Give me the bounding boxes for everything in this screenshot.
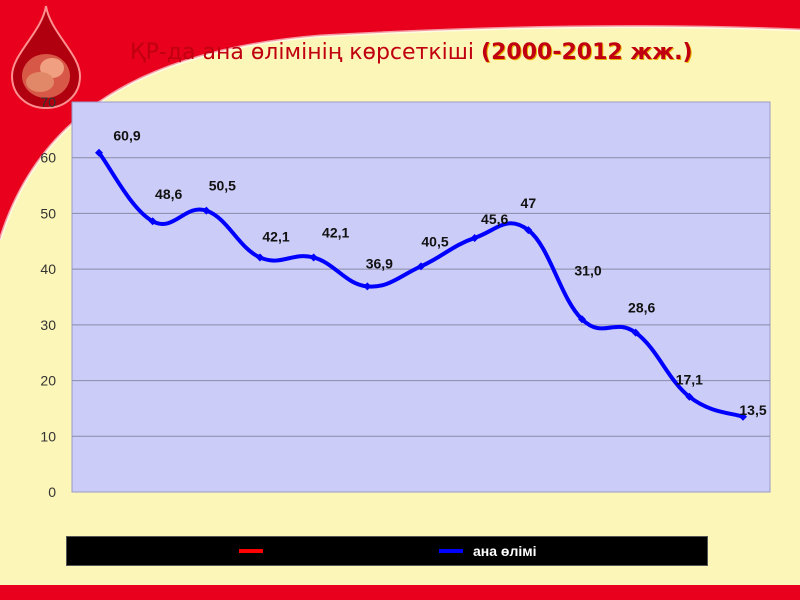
data-label-2003: 42,1 xyxy=(262,228,289,244)
data-label-2012: 13,5 xyxy=(739,402,766,418)
legend-swatch-blue xyxy=(439,549,463,553)
data-label-2001: 48,6 xyxy=(155,186,182,202)
plot-area xyxy=(71,101,771,493)
y-tick-label: 10 xyxy=(40,428,56,444)
y-tick-label: 70 xyxy=(40,94,56,110)
data-label-2002: 50,5 xyxy=(209,178,236,194)
data-point-2007 xyxy=(470,233,479,242)
y-tick-label: 0 xyxy=(48,484,56,500)
data-point-2004 xyxy=(309,253,318,262)
data-point-2006 xyxy=(417,262,425,271)
legend-item-red xyxy=(239,541,273,561)
y-tick-label: 40 xyxy=(40,261,56,277)
data-label-2008: 47 xyxy=(521,195,537,211)
data-point-2005 xyxy=(363,282,372,291)
y-tick-label: 30 xyxy=(40,317,56,333)
data-label-2007: 45,6 xyxy=(481,211,508,227)
data-labels: 60,9 48,6 50,5 42,1 42,1 36,9 40,5 45,6 47 31,0 28… xyxy=(113,128,766,418)
y-tick-label: 60 xyxy=(40,150,56,166)
data-points xyxy=(95,148,747,421)
data-point-2008 xyxy=(524,226,533,235)
data-point-2001 xyxy=(148,217,157,226)
data-point-2000 xyxy=(95,148,103,157)
y-tick-label: 20 xyxy=(40,373,56,389)
data-label-2005: 36,9 xyxy=(366,255,393,271)
data-point-2010 xyxy=(631,328,640,337)
red-droplet-emblem xyxy=(10,5,82,110)
chart-title-main: ҚР-да ана өлімінің көрсеткіші xyxy=(130,40,475,65)
data-label-2009: 31,0 xyxy=(574,262,601,278)
chart-title: ҚР-да ана өлімінің көрсеткіші (2000-2012… xyxy=(130,40,770,65)
legend-swatch-red xyxy=(239,549,263,553)
y-axis-ticks: 0 10 20 30 40 50 60 70 xyxy=(40,94,56,500)
chart-legend: ана өлімі xyxy=(66,536,708,566)
data-label-2000: 60,9 xyxy=(113,128,140,144)
data-label-2006: 40,5 xyxy=(421,233,448,249)
data-label-2010: 28,6 xyxy=(628,300,655,316)
data-label-2011: 17,1 xyxy=(676,372,703,388)
data-point-2003 xyxy=(256,253,264,262)
data-label-2004: 42,1 xyxy=(322,224,349,240)
legend-item-ana-olimi: ана өлімі xyxy=(439,541,537,561)
y-tick-label: 50 xyxy=(40,205,56,221)
data-point-2009 xyxy=(578,315,586,324)
legend-label-ana-olimi: ана өлімі xyxy=(473,543,537,559)
data-point-2002 xyxy=(202,206,211,215)
chart-title-years: (2000-2012 жж.) xyxy=(481,40,693,65)
data-point-2012 xyxy=(739,412,747,421)
data-point-2011 xyxy=(685,392,694,401)
